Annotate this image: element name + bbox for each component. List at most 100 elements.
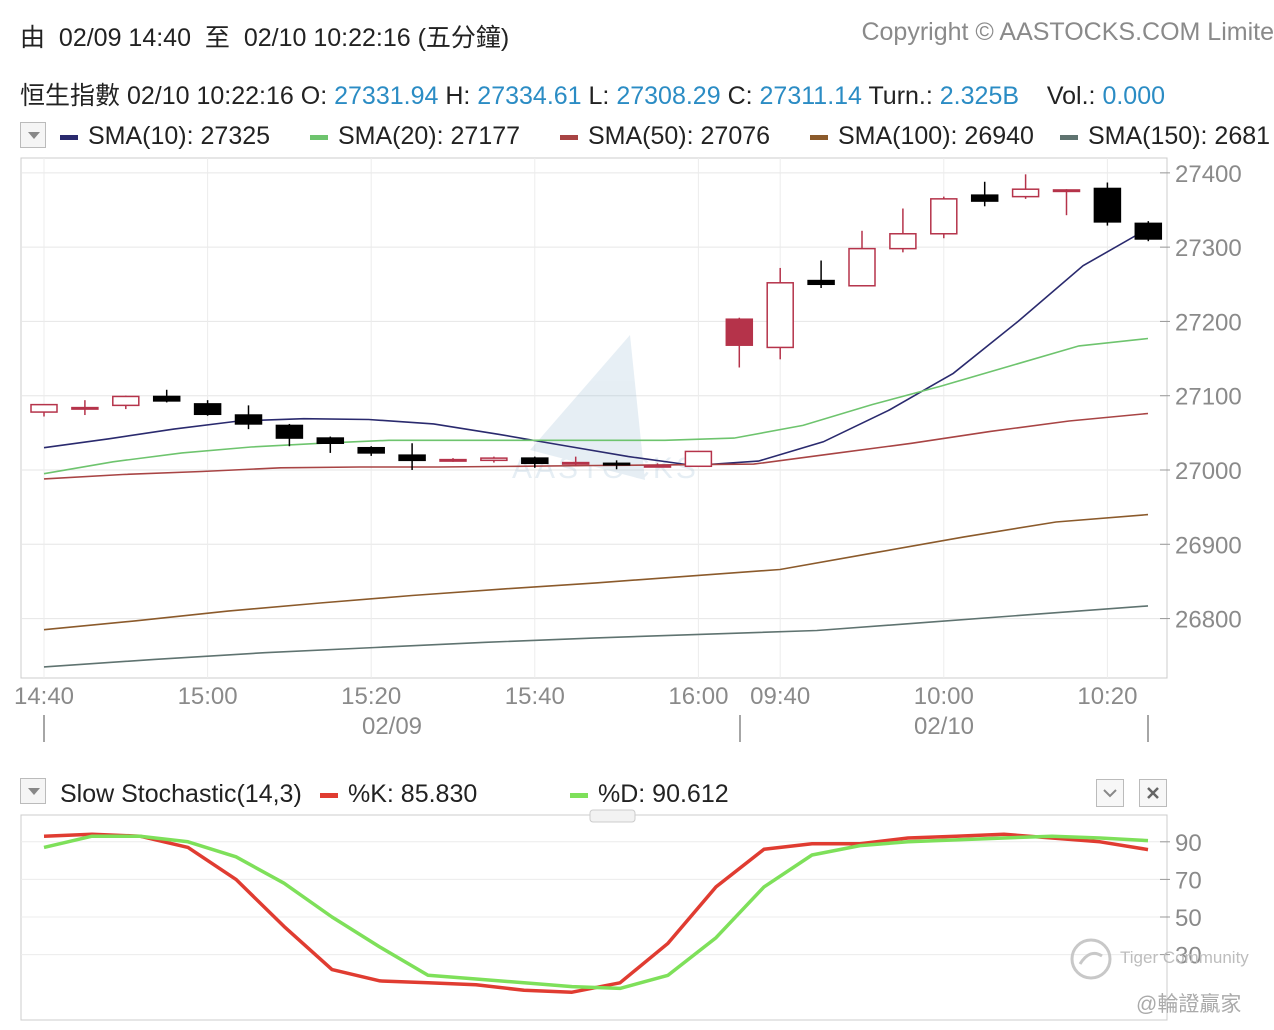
stoch-ytick-label: 50 [1175,905,1202,932]
price-plot-area [20,157,1168,679]
legend-sma100: SMA(100): 26940 [810,122,1034,151]
candlestick[interactable] [930,196,958,239]
indicator-dropdown-button[interactable] [20,778,46,804]
candle-body [316,437,345,445]
candlestick[interactable] [684,450,713,468]
range-from: 02/09 14:40 [58,24,191,52]
legend-label-sma10: SMA(10): 27325 [88,122,271,150]
candlestick[interactable] [521,456,549,468]
candlestick[interactable] [766,267,794,360]
close-icon [1147,787,1159,799]
tiger-logo-icon [1070,938,1112,980]
candle-body [807,279,835,286]
candlestick[interactable] [30,403,58,417]
stoch-ytick-label: 30 [1175,943,1202,970]
stochastic-chart[interactable]: 90 70 50 30 [0,805,1274,1030]
overlay-dropdown-button[interactable] [20,122,46,148]
date-label: 02/10 [914,713,974,740]
candlestick[interactable] [112,395,140,410]
candle-body [357,446,385,454]
candlestick[interactable] [889,208,917,253]
price-chart[interactable]: AASTOCKS 27400 27300 27200 27100 27000 26900 2… [0,150,1274,750]
candle-body [725,318,754,346]
stoch-ytick-label: 70 [1175,867,1202,894]
candlestick[interactable] [480,456,508,463]
price-xtick-label: 10:00 [914,683,974,710]
candle-body [30,403,58,413]
index-name: 恒生指數 [20,82,121,110]
candle-body [684,450,713,468]
legend-swatch-sma10 [60,134,78,140]
candle-body [970,194,999,202]
close-panel-button[interactable] [1139,779,1167,807]
price-ytick-label: 27200 [1175,309,1242,336]
price-xtick-label: 15:20 [341,683,401,710]
volume-value: 0.000 [1102,82,1165,110]
volume-label: Vol.: [1046,82,1096,110]
candle-body [1052,189,1081,193]
legend-sma10: SMA(10): 27325 [60,122,270,151]
price-xtick-label: 09:40 [750,683,810,710]
candlestick[interactable] [807,260,835,288]
candlestick[interactable] [1052,189,1081,216]
legend-swatch-sma20 [310,134,328,140]
date-label: 02/09 [362,713,422,740]
legend-swatch-sma100 [810,134,828,140]
candlestick[interactable] [602,460,631,470]
copyright-text: Copyright © AASTOCKS.COM Limite [861,18,1274,46]
candle-body [930,198,958,235]
stoch-d-line [43,834,1149,991]
candlestick[interactable] [1093,182,1122,226]
candlestick[interactable] [439,458,467,462]
candlestick[interactable] [970,181,999,207]
candle-body [71,406,99,410]
candlestick[interactable] [1134,221,1163,242]
price-ytick-label: 26900 [1175,532,1242,559]
sma-line-sma50 [43,412,1149,480]
candlestick[interactable] [561,456,590,467]
legend-sma50: SMA(50): 27076 [560,122,770,151]
candlestick[interactable] [643,463,672,468]
legend-label-sma100: SMA(100): 26940 [838,122,1034,150]
candlestick[interactable] [316,436,345,453]
legend-label-d: %D: 90.612 [598,780,729,808]
price-ytick-label: 27000 [1175,458,1242,485]
watermark-handle: @輪證贏家 [1136,993,1242,1016]
open-value: 27331.94 [334,82,439,110]
candlestick[interactable] [1011,174,1040,199]
turnover-label: Turn.: [868,82,933,110]
legend-swatch-sma150 [1060,134,1078,140]
candle-body [234,414,263,425]
price-ytick-label: 27400 [1175,161,1242,188]
legend-swatch-k [320,792,338,798]
legend-sma20: SMA(20): 27177 [310,122,520,151]
high-label: H: [445,82,471,110]
candle-body [848,247,876,287]
candle-body [1093,187,1122,223]
candlestick[interactable] [152,389,181,403]
candlestick[interactable] [357,446,385,456]
candle-body [1134,222,1163,240]
price-ytick-label: 26800 [1175,607,1242,634]
candlestick[interactable] [275,423,304,447]
candlestick[interactable] [848,230,876,287]
candlestick[interactable] [193,400,222,416]
high-value: 27334.61 [477,82,582,110]
price-xtick-label: 16:00 [668,683,728,710]
candle-body [889,233,917,250]
watermark-community: Tiger Community [1120,948,1249,967]
price-xtick-label: 14:40 [14,683,74,710]
candlestick[interactable] [71,400,99,416]
low-label: L: [588,82,610,110]
stoch-title: Slow Stochastic(14,3) [60,780,302,808]
collapse-panel-button[interactable] [1096,779,1124,807]
panel-resize-handle[interactable] [589,809,636,823]
candlestick[interactable] [234,405,263,430]
sma-line-sma10 [43,227,1149,467]
candlestick[interactable] [398,443,426,470]
legend-sma150: SMA(150): 2681 [1060,122,1270,151]
open-label: O: [300,82,328,110]
candlestick[interactable] [725,317,754,368]
candle-body [275,424,304,439]
legend-d: %D: 90.612 [570,780,729,809]
